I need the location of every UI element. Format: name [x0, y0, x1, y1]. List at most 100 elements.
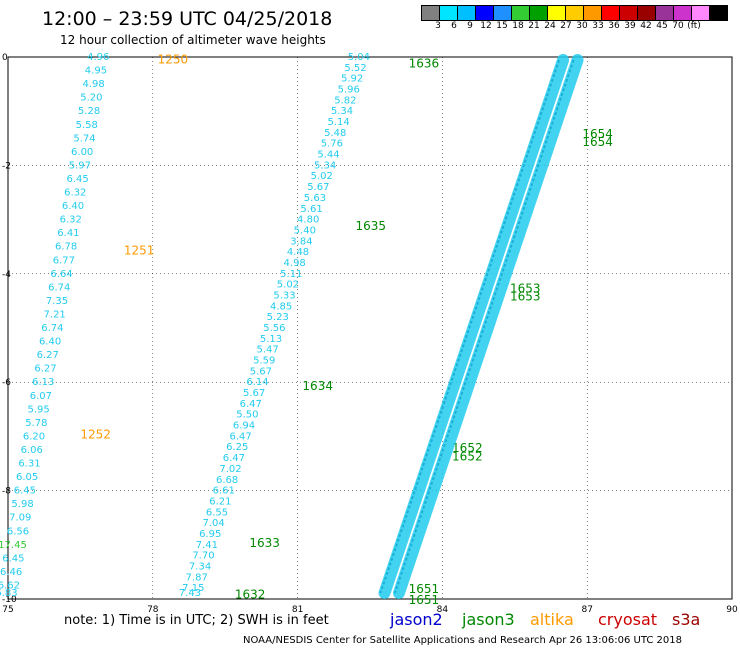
lat-tick-label: 0 [2, 53, 8, 63]
color-scale-labels: 3 6 9 12 15 18 21 24 27 30 33 36 39 42 45 70 (ft) [421, 21, 740, 33]
time-label: 1651 [409, 593, 440, 607]
color-scale-label: 45 [656, 21, 668, 31]
wave-height-label: 6.95 [199, 529, 221, 540]
time-label: 1653 [510, 289, 541, 303]
wave-height-label: 4.95 [85, 66, 107, 77]
wave-height-label: 4.98 [83, 79, 105, 90]
wave-height-label: 6.94 [233, 421, 255, 432]
lat-tick-label: -8 [2, 487, 11, 497]
wave-height-label: 5.47 [257, 345, 279, 356]
time-label: 1654 [582, 127, 613, 141]
color-scale-label: 36 [608, 21, 620, 31]
wave-height-label: 5.67 [307, 182, 329, 193]
color-scale-label: 39 [624, 21, 636, 31]
mission-jason3: jason3 [462, 610, 515, 629]
wave-height-label: 7.02 [219, 464, 241, 475]
color-scale-label: 9 [467, 21, 473, 31]
time-label: 1633 [249, 536, 280, 550]
wave-height-label: 6.45 [2, 553, 24, 564]
wave-height-label: 5.74 [73, 133, 95, 144]
wave-height-label: 6.77 [53, 255, 75, 266]
swath-band [378, 54, 570, 599]
wave-height-label: 6.45 [14, 486, 36, 497]
wave-height-label: 6.14 [246, 377, 268, 388]
wave-height-label: 6.27 [37, 350, 59, 361]
mission-cryosat: cryosat [598, 610, 658, 629]
lat-tick-label: -2 [2, 161, 11, 171]
color-scale-label: 12 [480, 21, 492, 31]
wave-height-label: 5.67 [250, 366, 272, 377]
wave-height-label: 7.09 [9, 513, 31, 524]
color-scale-bar [421, 5, 728, 21]
wave-height-label: 5.14 [327, 117, 349, 128]
mission-jason2: jason2 [390, 610, 443, 629]
lat-tick-label: -4 [2, 270, 11, 280]
wave-height-label: 6.27 [34, 364, 56, 375]
wave-height-label: 7.35 [46, 296, 68, 307]
color-scale-label: 27 [560, 21, 572, 31]
color-scale-label: 33 [592, 21, 604, 31]
wave-height-label: 6.68 [216, 475, 238, 486]
wave-height-label: 6.55 [206, 507, 228, 518]
wave-height-label: 7.41 [196, 540, 218, 551]
wave-height-label: 6.00 [71, 147, 93, 158]
wave-height-label: 6.47 [223, 453, 245, 464]
wave-height-label: 5.82 [334, 95, 356, 106]
wave-height-label: 6.61 [213, 486, 235, 497]
wave-height-label: 4.48 [287, 247, 309, 258]
wave-height-label: 6.40 [39, 337, 61, 348]
mission-altika: altika [530, 610, 574, 629]
wave-height-label: 6.62 [0, 580, 20, 591]
wave-height-label: 7.87 [186, 572, 208, 583]
wave-height-label: 6.13 [32, 377, 54, 388]
wave-height-label: 5.34 [331, 106, 353, 117]
wave-height-label: 6.83 [0, 588, 18, 599]
wave-height-label: 6.20 [23, 431, 45, 442]
footer-credit: NOAA/NESDIS Center for Satellite Applica… [243, 635, 682, 646]
lon-tick-label: 90 [726, 605, 738, 615]
wave-height-label: 5.50 [236, 410, 258, 421]
wave-height-label: 5.92 [341, 74, 363, 85]
footer-note: note: 1) Time is in UTC; 2) SWH is in fe… [64, 613, 329, 628]
time-label: 1252 [80, 428, 111, 442]
color-scale-label: 21 [528, 21, 540, 31]
time-label: 1653 [510, 281, 541, 295]
wave-height-label: 6.31 [18, 459, 40, 470]
wave-height-label: 5.67 [243, 388, 265, 399]
wave-height-label: 5.78 [25, 418, 47, 429]
wave-height-label: 4.80 [297, 215, 319, 226]
wave-height-label: 4.85 [270, 301, 292, 312]
wave-height-label: 6.21 [209, 496, 231, 507]
lon-tick-label: 81 [292, 605, 303, 615]
wave-height-label: 5.44 [317, 150, 339, 161]
wave-height-label: 6.47 [240, 399, 262, 410]
wave-height-label: 5.58 [76, 120, 98, 131]
wave-height-label: 6.78 [55, 242, 77, 253]
wave-height-label: 5.11 [280, 269, 302, 280]
wave-height-label: 4.96 [87, 52, 109, 63]
color-scale-label: 15 [496, 21, 508, 31]
time-label: 1651 [409, 582, 440, 596]
color-scale-label: (ft) [687, 21, 701, 31]
wave-height-label: 5.02 [311, 171, 333, 182]
wave-height-label: 5.34 [314, 160, 336, 171]
wave-height-label: 7.34 [189, 561, 211, 572]
lat-tick-label: -10 [2, 595, 17, 605]
time-label: 1652 [452, 441, 483, 455]
lon-tick-label: 78 [147, 605, 159, 615]
wave-height-label: 5.95 [27, 404, 49, 415]
time-label: 1634 [302, 379, 333, 393]
wave-height-label: 5.97 [69, 160, 91, 171]
time-label: 1632 [235, 588, 266, 602]
page-title: 12:00 – 23:59 UTC 04/25/2018 [42, 8, 333, 30]
wave-height-label: 5.76 [321, 139, 343, 150]
wave-height-label: 7.21 [44, 309, 66, 320]
time-label: 1635 [356, 219, 387, 233]
wave-height-label: 6.41 [57, 228, 79, 239]
wave-height-label: 6.40 [62, 201, 84, 212]
color-swatch [709, 5, 728, 21]
color-scale-label: 6 [451, 21, 457, 31]
wave-height-label: 6.47 [229, 431, 251, 442]
wave-height-label: 6.74 [41, 323, 63, 334]
